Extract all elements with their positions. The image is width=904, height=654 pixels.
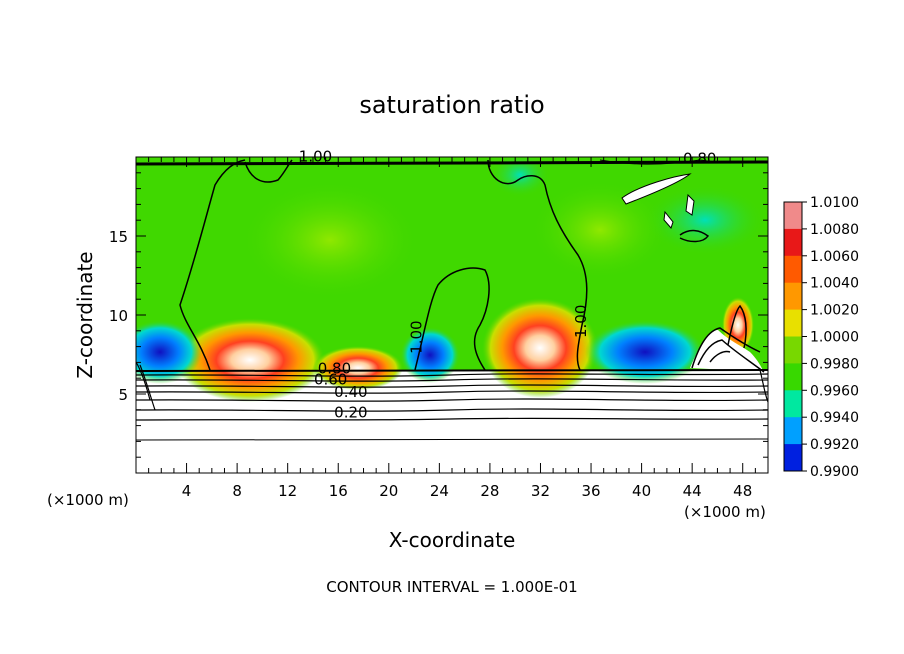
colorbar-swatch [784, 202, 802, 230]
colorbar-label: 0.9940 [810, 410, 859, 426]
x-unit-right: (×1000 m) [684, 503, 766, 521]
x-tick-label: 28 [480, 482, 499, 500]
colorbar-label: 0.9900 [810, 464, 859, 480]
x-axis: 4 8 12 16 20 24 28 32 36 40 44 48 [148, 157, 756, 500]
isoline-bands [136, 361, 768, 441]
x-tick-label: 32 [531, 482, 550, 500]
colorbar-label: 1.0060 [810, 249, 859, 265]
colorbar-label: 1.0080 [810, 222, 859, 238]
colorbar-swatch [784, 336, 802, 364]
colorbar-label: 1.0100 [810, 195, 859, 211]
contour-labels: 1.001.00 1.000.800.800.600.400.20 [299, 148, 717, 422]
colorbar-label: 0.9960 [810, 383, 859, 399]
colorbar-swatch [784, 417, 802, 445]
contour-label: 1.00 [408, 320, 426, 353]
x-tick-label: 4 [182, 482, 192, 500]
colorbar-label: 1.0020 [810, 303, 859, 319]
x-tick-label: 44 [683, 482, 702, 500]
contour-label: 0.80 [318, 359, 351, 377]
colorbar-swatch [784, 228, 802, 257]
colorbar-label: 0.9980 [810, 356, 859, 372]
y-axis: 5 10 15 [109, 172, 768, 458]
x-tick-label: 40 [632, 482, 651, 500]
contour-label: 0.20 [334, 404, 367, 422]
chart-title: saturation ratio [359, 91, 544, 119]
contour-label: 1.00 [299, 148, 332, 166]
x-unit-left: (×1000 m) [47, 491, 129, 509]
x-tick-label: 36 [581, 482, 600, 500]
y-tick-label: 15 [109, 228, 128, 246]
contour-interval-note: CONTOUR INTERVAL = 1.000E-01 [326, 578, 577, 596]
colorbar-swatch [784, 282, 802, 311]
colorbar-swatch [784, 390, 802, 418]
contour-label: 0.40 [334, 383, 367, 401]
contour-label: 1.00 [572, 305, 590, 338]
contour-label: 0.80 [683, 149, 716, 167]
x-tick-label: 24 [430, 482, 449, 500]
y-tick-label: 5 [118, 386, 128, 404]
x-tick-label: 12 [278, 482, 297, 500]
x-tick-label: 48 [733, 482, 752, 500]
colorbar-label: 1.0000 [810, 330, 859, 346]
colorbar-swatch [784, 444, 802, 472]
colorbar-swatch [784, 255, 802, 284]
contour-label: 0.60 [314, 371, 347, 389]
colorbar: 1.0100 1.0080 1.0060 1.0040 1.0020 1.0000 0.99… [783, 195, 859, 480]
x-tick-label: 8 [232, 482, 242, 500]
contour-lines [136, 159, 768, 373]
colorbar-swatch [784, 309, 802, 337]
colorbar-label: 1.0040 [810, 276, 859, 292]
colorbar-swatch [784, 363, 802, 391]
plot-area [136, 157, 768, 473]
x-tick-label: 20 [379, 482, 398, 500]
x-axis-label: X-coordinate [389, 528, 516, 552]
x-tick-label: 16 [329, 482, 348, 500]
y-tick-label: 10 [109, 307, 128, 325]
colorbar-label: 0.9920 [810, 437, 859, 453]
y-axis-label: Z-coordinate [73, 251, 97, 378]
